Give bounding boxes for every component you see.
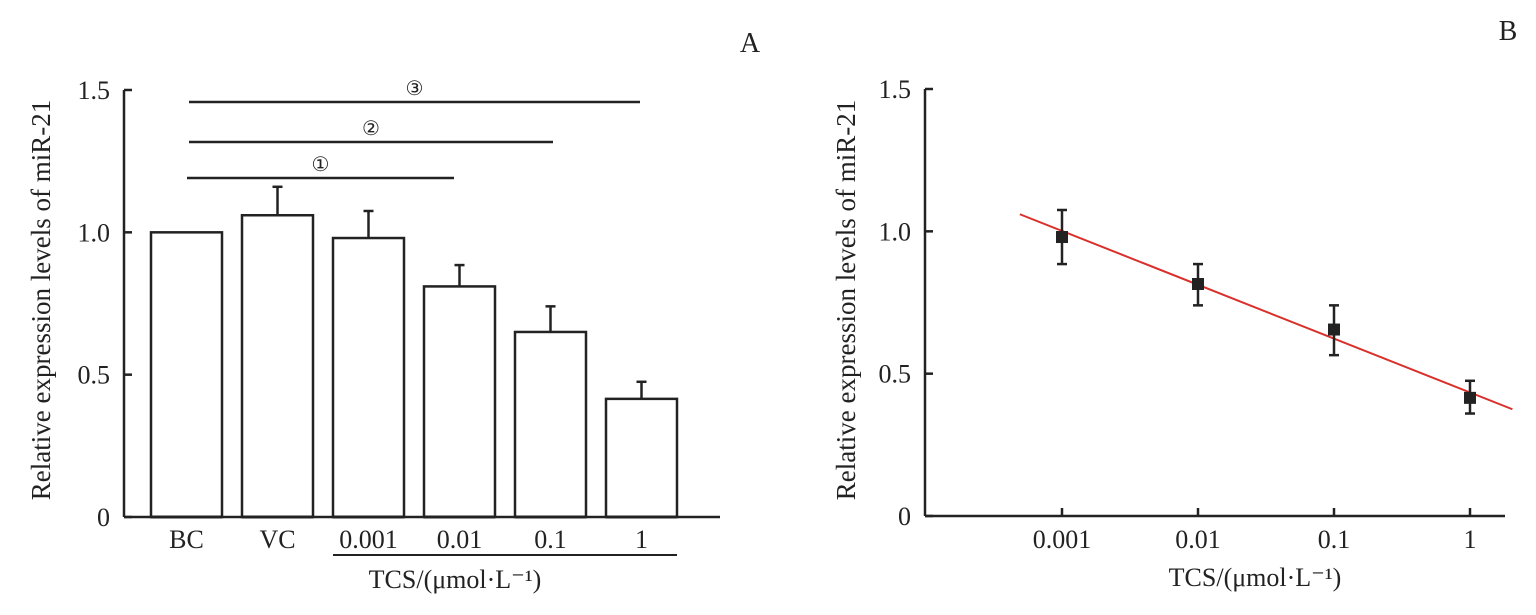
x-tick-label: VC [259,525,295,554]
regression-line [1019,213,1513,411]
y-tick-label: 1.0 [879,217,912,246]
x-tick-label: 1 [635,525,648,554]
y-tick-label: 0.5 [78,361,111,390]
panel-b-x-axis-label: TCS/(μmol·L⁻¹) [1169,563,1342,592]
x-tick-label: 0.001 [339,525,398,554]
data-point [1464,391,1476,404]
panel-b-y-axis-label: Relative expression levels of miR-21 [831,100,861,500]
x-tick-label: 0.01 [437,525,483,554]
panel-a-label: A [740,28,761,59]
significance-label: ③ [406,78,424,100]
y-tick-label: 1.5 [879,75,912,104]
data-point [1192,277,1204,290]
y-tick-label: 1.5 [78,76,111,105]
y-tick-label: 0 [898,502,911,531]
significance-label: ① [312,154,330,176]
panel-b-label: B [1499,16,1518,47]
bar [513,330,588,519]
bar [149,231,224,519]
bar [422,285,497,519]
y-tick-label: 0 [97,503,110,532]
x-tick-label: BC [169,525,204,554]
bar [604,397,679,519]
x-tick-label: 0.01 [1175,525,1221,554]
significance-label: ② [362,118,380,140]
x-tick-label: 0.001 [1033,525,1092,554]
x-tick-label: 0.1 [1318,525,1351,554]
panel-a-x-axis-label: TCS/(μmol·L⁻¹) [369,565,542,594]
bar [240,214,315,519]
panel-a-y-axis-label: Relative expression levels of miR-21 [26,100,56,500]
y-tick-label: 1.0 [78,218,111,247]
bar [331,236,406,519]
data-point [1328,323,1340,336]
x-tick-label: 0.1 [534,525,567,554]
panel-b-scatter-chart: B Relative expression levels of miR-21 T… [831,16,1517,592]
y-tick-label: 0.5 [879,360,912,389]
x-tick-label: 1 [1464,525,1477,554]
panel-a-bar-chart: A Relative expression levels of miR-21 T… [26,28,761,594]
data-point [1056,231,1068,244]
